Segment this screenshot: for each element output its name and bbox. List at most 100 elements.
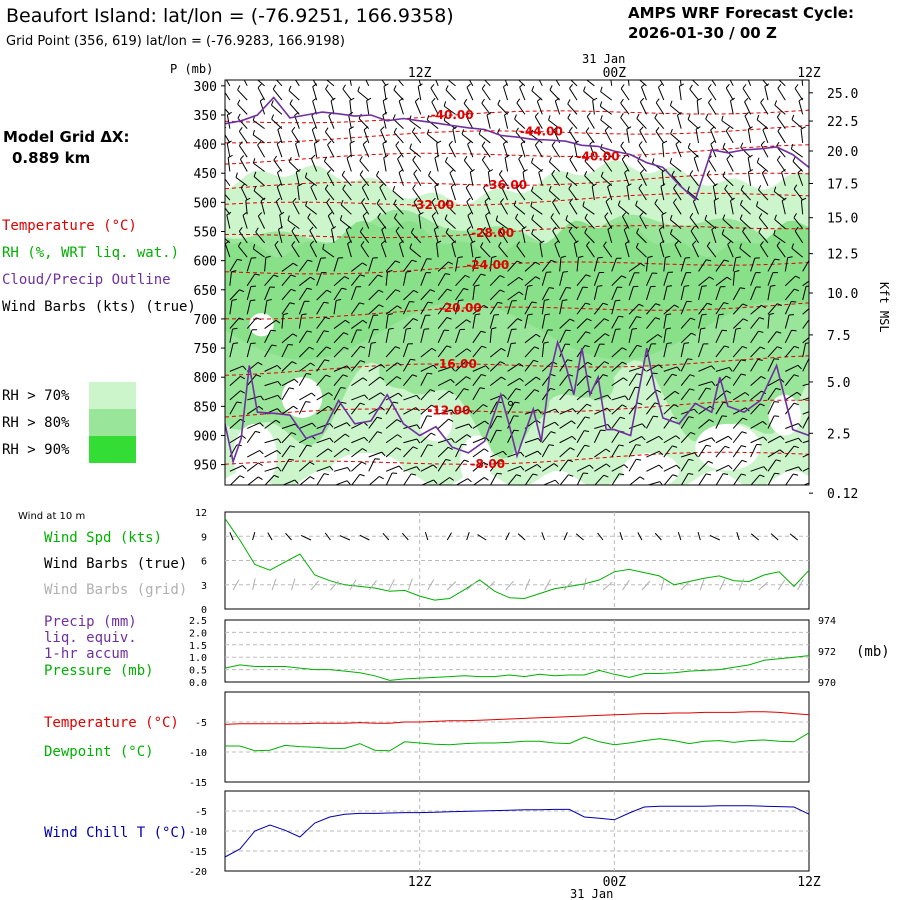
wind-barb-flag	[620, 98, 624, 104]
time-tick-label-top: 00Z	[603, 66, 627, 81]
wind-barb	[235, 177, 248, 187]
wind-barb	[559, 435, 573, 444]
wind-barb-flag	[484, 420, 489, 425]
wind-barb	[437, 302, 447, 315]
wind-barb	[670, 233, 682, 244]
wind-barb-flag	[324, 184, 329, 190]
wind-barb	[767, 388, 777, 401]
wind-barb-flag	[744, 97, 749, 103]
wind-barb-flag	[463, 459, 469, 463]
wind-barb	[654, 203, 665, 215]
wind-barb-flag	[242, 465, 247, 470]
wind-barb-flag	[394, 213, 398, 219]
wind-barb-flag	[398, 97, 404, 102]
wind-barb	[489, 328, 492, 343]
wind-barb	[568, 188, 578, 201]
wind-barb	[489, 473, 498, 485]
wind-barb-flag	[383, 154, 389, 159]
wind-barb	[663, 257, 666, 272]
wind-barb-flag	[776, 112, 781, 118]
wind-barb-flag	[345, 226, 351, 231]
wind-barb	[275, 201, 283, 215]
wind-barb	[417, 86, 422, 101]
wind-barb-flag	[341, 401, 347, 404]
wind-barb	[750, 346, 761, 358]
wind-barb	[750, 330, 759, 344]
legend-temperature: Temperature (°C)	[2, 218, 137, 234]
wind-barb-flag	[710, 126, 715, 131]
wind-barb-flag	[377, 431, 383, 434]
wind-barb-flag	[289, 302, 295, 305]
temp-panel: -5-10-15	[189, 692, 810, 789]
wind-barb	[725, 87, 734, 101]
wind-barb	[767, 286, 771, 301]
wind-barb	[767, 314, 770, 329]
wind-barb	[351, 394, 365, 401]
pressure-tick-label: 500	[194, 196, 217, 211]
y-tick-label: -10	[189, 827, 207, 838]
wind-barb	[281, 378, 295, 387]
wind-barb-flag	[465, 376, 471, 380]
wind-barb-flag	[635, 444, 641, 446]
wind-barb	[549, 161, 561, 172]
wind-barb-flag	[585, 274, 591, 277]
wind-barb	[333, 346, 345, 358]
wind-barb-flag	[257, 361, 263, 366]
y-tick-label: 0.0	[189, 678, 207, 689]
wind-barb	[489, 430, 497, 443]
wind-barb	[611, 473, 620, 485]
pressure-tick-label: 600	[194, 255, 217, 270]
wind-barb	[438, 409, 452, 415]
wind-barb-flag	[363, 126, 369, 131]
wind-barb	[299, 392, 312, 401]
wind-barb	[559, 459, 569, 472]
y-tick-label: 1.0	[189, 653, 207, 664]
wind-barb-flag	[794, 345, 800, 349]
wind-barb-flag	[359, 227, 364, 232]
wind-barb-flag	[705, 114, 709, 120]
wind-barb-flag	[395, 346, 401, 349]
wind-barb-flag	[270, 329, 276, 332]
wind-barb	[791, 119, 803, 130]
wind-barb	[767, 258, 776, 272]
wind-barb	[489, 275, 501, 287]
wind-barb-grid	[291, 578, 296, 591]
wind-barb	[715, 473, 724, 485]
wind-barb-flag	[336, 298, 342, 301]
wind-barb-flag	[777, 84, 782, 89]
wind-barb-flag	[655, 317, 661, 320]
wind-barb	[593, 302, 604, 315]
wind-barb	[628, 262, 641, 272]
wind-barb	[264, 438, 279, 444]
wind-barb	[750, 474, 761, 485]
wind-barb-flag	[726, 276, 732, 281]
wind-barb-flag	[600, 115, 603, 121]
wind-barb-flag	[584, 416, 590, 419]
wind-barb-flag	[741, 473, 747, 476]
wind-barb	[767, 401, 775, 415]
wind-barb	[327, 144, 335, 158]
wind-barb-flag	[277, 126, 283, 130]
wind-barb-flag	[758, 213, 763, 218]
pressure-axis-label: P (mb)	[170, 62, 213, 76]
wind-barb-flag	[569, 198, 574, 203]
wind-barb-flag	[451, 240, 457, 245]
wind-barb	[600, 91, 613, 101]
wind-barb	[465, 187, 474, 201]
wind-barb-flag	[636, 72, 638, 77]
wind-barb-flag	[534, 346, 540, 350]
wind-barb	[431, 101, 439, 115]
wind-barb	[395, 145, 404, 158]
wind-barb-flag	[520, 465, 525, 471]
wind-barb-flag	[399, 240, 404, 245]
wind-barb	[380, 129, 387, 144]
wind-barb-flag	[679, 70, 683, 72]
wind-barb	[330, 229, 335, 243]
wind-barb-flag	[520, 140, 526, 145]
wind-barb-flag	[252, 158, 256, 164]
wind-barb-flag	[638, 141, 643, 146]
wind-barb-flag	[584, 171, 588, 176]
wind-barb	[725, 130, 734, 144]
wind-barb-flag	[236, 258, 243, 261]
wind-barb	[507, 300, 513, 315]
